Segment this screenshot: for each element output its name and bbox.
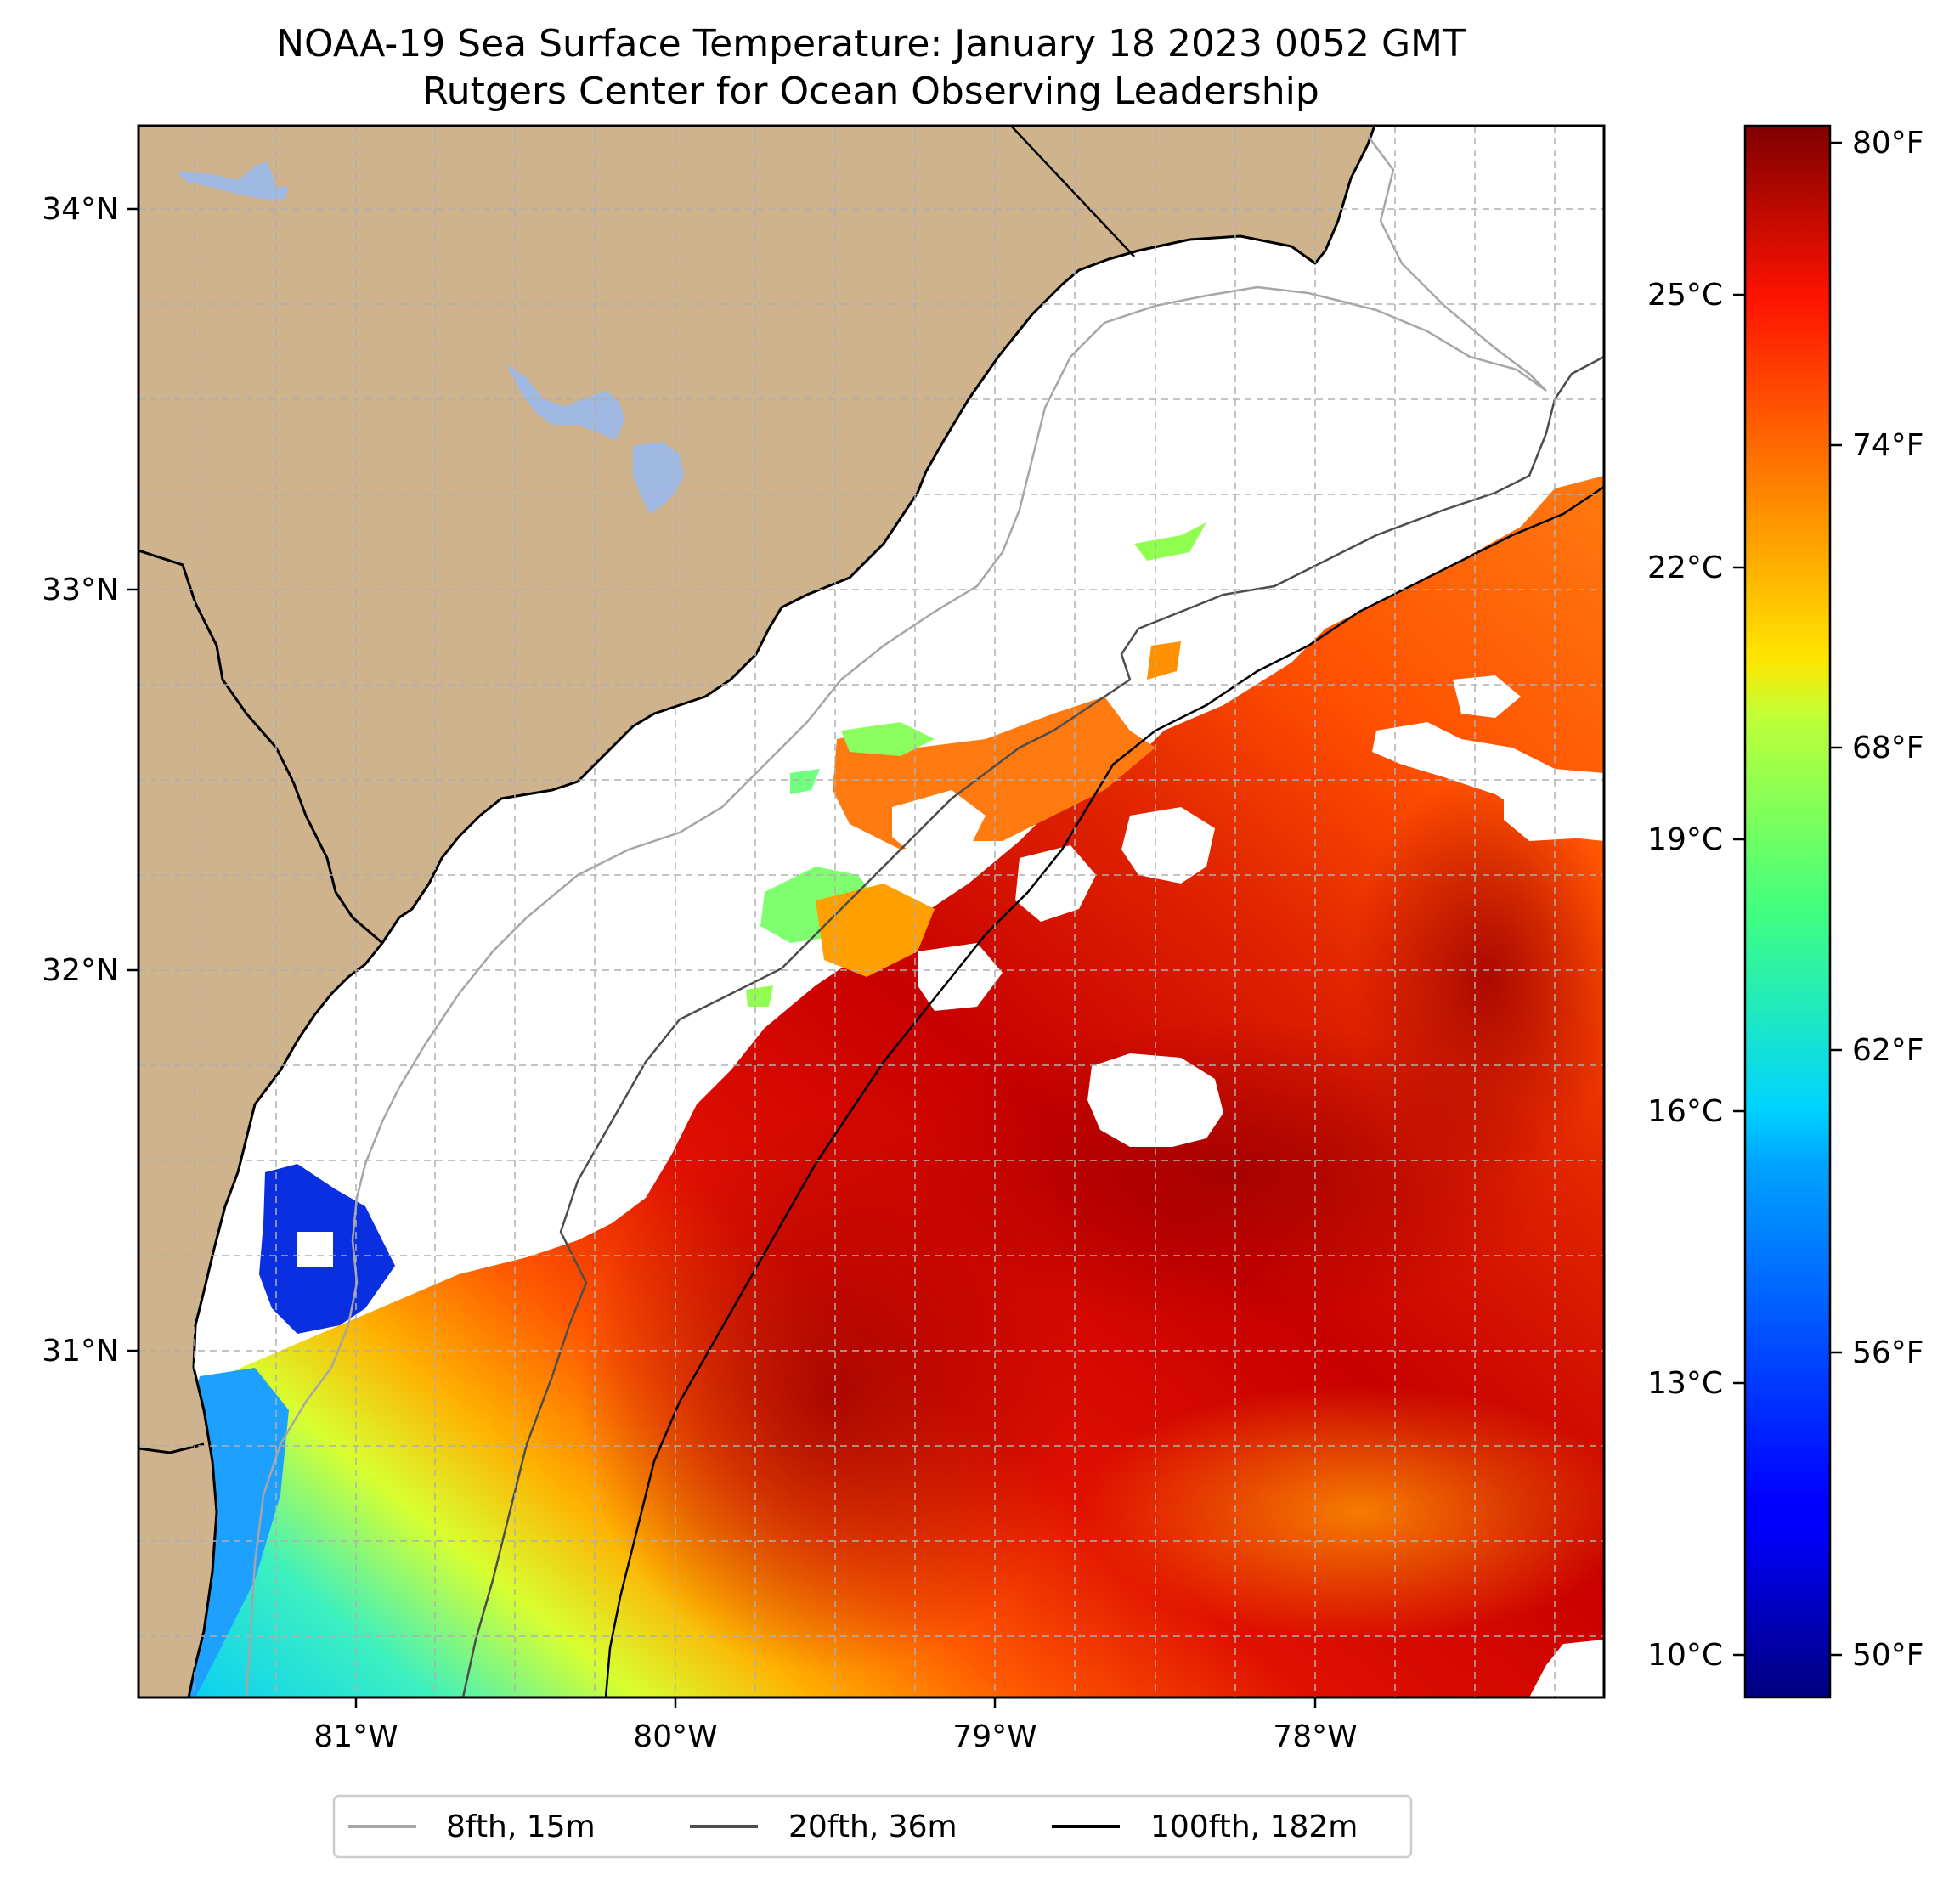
sst-patch-green-6 xyxy=(746,985,773,1007)
cloud-gap-1 xyxy=(1087,1053,1223,1147)
map-panel xyxy=(138,126,1604,1697)
colorbar-celsius-ticks xyxy=(1733,293,1745,1657)
lat-label-31n: 31°N xyxy=(42,1334,119,1369)
colorbar-label-22c: 22°C xyxy=(1647,550,1723,585)
legend-label-8fth: 8fth, 15m xyxy=(446,1809,596,1844)
lon-label-78w: 78°W xyxy=(1273,1719,1357,1754)
lon-label-79w: 79°W xyxy=(952,1719,1036,1754)
state-border-nc-sc xyxy=(1010,126,1135,257)
colorbar-label-50f: 50°F xyxy=(1852,1638,1924,1673)
colorbar-fahrenheit-ticks xyxy=(1830,141,1842,1657)
cloud-gap-5 xyxy=(1504,786,1604,841)
figure-title-line-1: NOAA-19 Sea Surface Temperature: January… xyxy=(276,22,1466,65)
longitude-axis xyxy=(354,1697,1317,1708)
isobath-100fth xyxy=(604,485,1604,1697)
isobath-8fth xyxy=(245,135,1547,1697)
legend-box xyxy=(332,1794,1413,1859)
lake-marion xyxy=(506,364,624,440)
sst-patch-orange-3 xyxy=(816,884,935,977)
colorbar-label-13c: 13°C xyxy=(1647,1366,1723,1401)
colorbar-label-56f: 56°F xyxy=(1852,1335,1924,1370)
sst-patch-green-4 xyxy=(1134,522,1206,561)
cooler-filament-southeast xyxy=(1079,1385,1604,1640)
cold-pocket-gap xyxy=(297,1232,333,1267)
latitude-axis xyxy=(127,207,138,1352)
isobath-20fth xyxy=(461,355,1604,1697)
sst-field xyxy=(138,476,1604,1697)
colorbar-label-16c: 16°C xyxy=(1647,1094,1723,1129)
colorbar-label-19c: 19°C xyxy=(1647,822,1723,857)
cloud-gap-3 xyxy=(1453,675,1521,718)
sst-patch-green-5 xyxy=(790,769,820,794)
colorbar-label-62f: 62°F xyxy=(1852,1033,1924,1068)
colorbar-label-80f: 80°F xyxy=(1852,126,1924,161)
colorbar xyxy=(1743,124,1832,1699)
figure-title-line-2: Rutgers Center for Ocean Observing Leade… xyxy=(422,70,1319,113)
lat-label-33n: 33°N xyxy=(42,573,119,607)
state-border-sc-ga-south xyxy=(138,1442,205,1454)
colorbar-label-10c: 10°C xyxy=(1647,1638,1723,1673)
lon-label-81w: 81°W xyxy=(313,1719,398,1754)
legend-label-100fth: 100fth, 182m xyxy=(1150,1809,1358,1844)
cloud-gap-9 xyxy=(1529,1640,1604,1697)
sst-patch-green-1 xyxy=(841,722,935,756)
legend-label-20fth: 20fth, 36m xyxy=(788,1809,957,1844)
colorbar-label-74f: 74°F xyxy=(1852,428,1924,463)
lat-label-32n: 32°N xyxy=(42,953,119,988)
colorbar-label-68f: 68°F xyxy=(1852,731,1924,765)
lake-moultrie xyxy=(633,442,684,514)
map-frame xyxy=(137,124,1606,1699)
land-mass xyxy=(138,126,1376,1697)
lake-north xyxy=(177,161,289,200)
isobath-legend: 8fth, 15m 20fth, 36m 100fth, 182m xyxy=(332,1794,1413,1859)
cloud-gap-7 xyxy=(1015,845,1096,922)
cloud-gap-4 xyxy=(1121,807,1215,884)
colorbar-label-25c: 25°C xyxy=(1647,278,1723,313)
lon-label-80w: 80°W xyxy=(633,1719,717,1754)
lat-label-34n: 34°N xyxy=(42,192,119,227)
map-gridlines xyxy=(138,126,1604,1697)
